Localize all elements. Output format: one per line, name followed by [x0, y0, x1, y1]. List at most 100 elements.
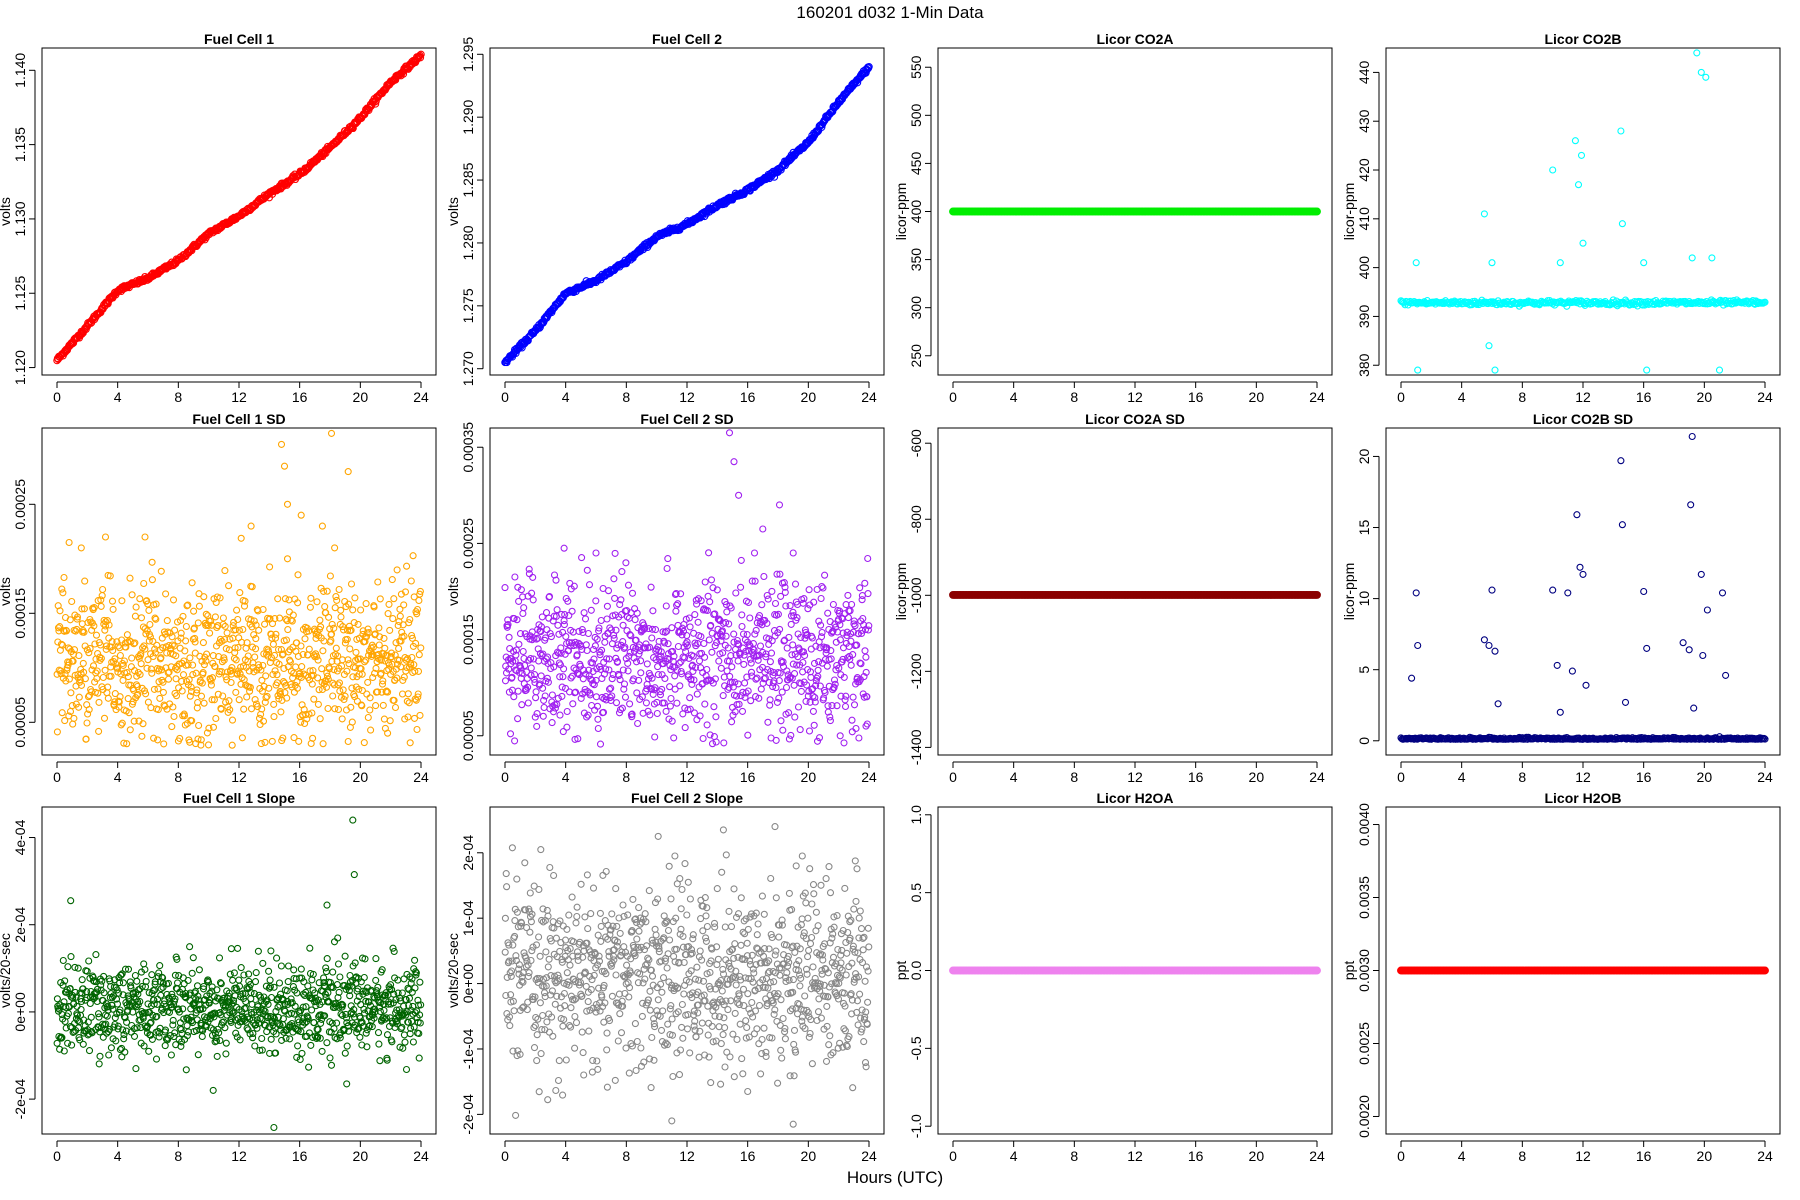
data-point: [292, 663, 300, 671]
data-point: [335, 679, 344, 687]
data-point: [214, 690, 222, 698]
data-point: [179, 671, 188, 679]
x-tick-label: 0: [501, 389, 509, 405]
data-point: [352, 648, 360, 656]
x-tick-label: 24: [861, 389, 877, 405]
y-tick-label: 0.00015: [12, 588, 28, 639]
data-point: [194, 619, 202, 627]
data-point: [1715, 366, 1724, 374]
data-point: [844, 591, 852, 599]
x-tick-label: 8: [1518, 389, 1526, 405]
data-point: [200, 699, 208, 707]
data-point: [105, 634, 113, 642]
data-point: [329, 692, 337, 700]
data-point: [152, 600, 160, 608]
data-point: [1568, 667, 1576, 675]
data-point: [515, 640, 523, 648]
data-point: [56, 623, 64, 631]
data-point: [371, 100, 380, 108]
data-point: [1616, 300, 1624, 308]
y-tick-label: 1.275: [460, 288, 476, 323]
data-point: [323, 587, 331, 595]
y-axis-label: licor-ppm: [893, 563, 909, 621]
data-point: [93, 667, 101, 675]
data-point: [178, 687, 186, 695]
data-point: [385, 600, 393, 608]
data-point: [400, 601, 408, 609]
data-point: [103, 617, 111, 625]
data-point: [759, 525, 767, 533]
data-point: [281, 595, 289, 603]
y-axis-label: volts: [445, 197, 461, 226]
data-point: [190, 624, 198, 632]
data-point: [114, 642, 122, 650]
data-point: [730, 458, 738, 466]
data-point: [514, 687, 522, 695]
data-point: [740, 660, 748, 668]
data-point: [514, 715, 522, 723]
data-point: [77, 681, 86, 689]
data-point: [250, 617, 258, 625]
data-point: [150, 685, 158, 693]
data-point: [221, 635, 229, 644]
data-point: [1579, 239, 1587, 247]
data-point: [237, 680, 245, 688]
data-point: [775, 501, 784, 509]
data-point: [80, 668, 88, 676]
data-point: [626, 700, 634, 708]
x-tick-label: 16: [740, 769, 756, 785]
data-point: [244, 652, 252, 660]
panel-title: Fuel Cell 1 SD: [192, 411, 285, 427]
data-point: [1697, 298, 1705, 306]
data-point: [756, 642, 765, 650]
data-point: [539, 712, 547, 720]
data-point: [179, 612, 187, 620]
data-point: [390, 595, 398, 603]
x-tick-label: 20: [1249, 769, 1265, 785]
data-point: [206, 629, 214, 637]
data-point: [852, 724, 860, 733]
y-tick-label: 500: [908, 103, 924, 127]
y-tick-label: 1.280: [460, 225, 476, 260]
series-points: [53, 429, 425, 749]
data-point: [95, 698, 103, 706]
data-point: [283, 500, 292, 508]
data-point: [407, 577, 415, 585]
data-point: [105, 1051, 113, 1059]
data-point: [738, 622, 746, 631]
data-point: [70, 646, 79, 654]
data-point: [681, 724, 689, 732]
figure-xlabel: Hours (UTC): [847, 1168, 943, 1187]
x-tick-label: 20: [1697, 389, 1713, 405]
data-point: [1617, 127, 1625, 135]
y-tick-label: 20: [1356, 448, 1372, 464]
data-point: [101, 666, 109, 674]
data-point: [270, 700, 278, 708]
y-tick-label: 15: [1356, 520, 1372, 536]
data-point: [628, 589, 637, 597]
data-point: [294, 652, 302, 660]
data-point: [836, 732, 844, 740]
data-point: [269, 670, 277, 679]
data-point: [1697, 570, 1705, 578]
data-point: [191, 638, 199, 646]
data-point: [280, 462, 289, 470]
data-point: [327, 429, 336, 437]
data-point: [104, 694, 112, 702]
data-point: [77, 1005, 85, 1014]
x-tick-label: 24: [1309, 769, 1325, 785]
y-tick-label: 0.00005: [460, 710, 476, 761]
y-tick-label: 0: [1356, 737, 1372, 745]
data-point: [272, 630, 280, 638]
data-point: [209, 652, 217, 660]
data-point: [287, 667, 295, 675]
y-tick-label: 2e-04: [12, 907, 28, 943]
data-point: [861, 579, 869, 587]
data-point: [537, 672, 545, 680]
data-point: [270, 651, 279, 659]
data-point: [202, 610, 210, 618]
x-tick-label: 20: [353, 1148, 369, 1164]
data-point: [271, 615, 279, 623]
data-point: [621, 693, 630, 701]
data-point: [140, 642, 148, 650]
